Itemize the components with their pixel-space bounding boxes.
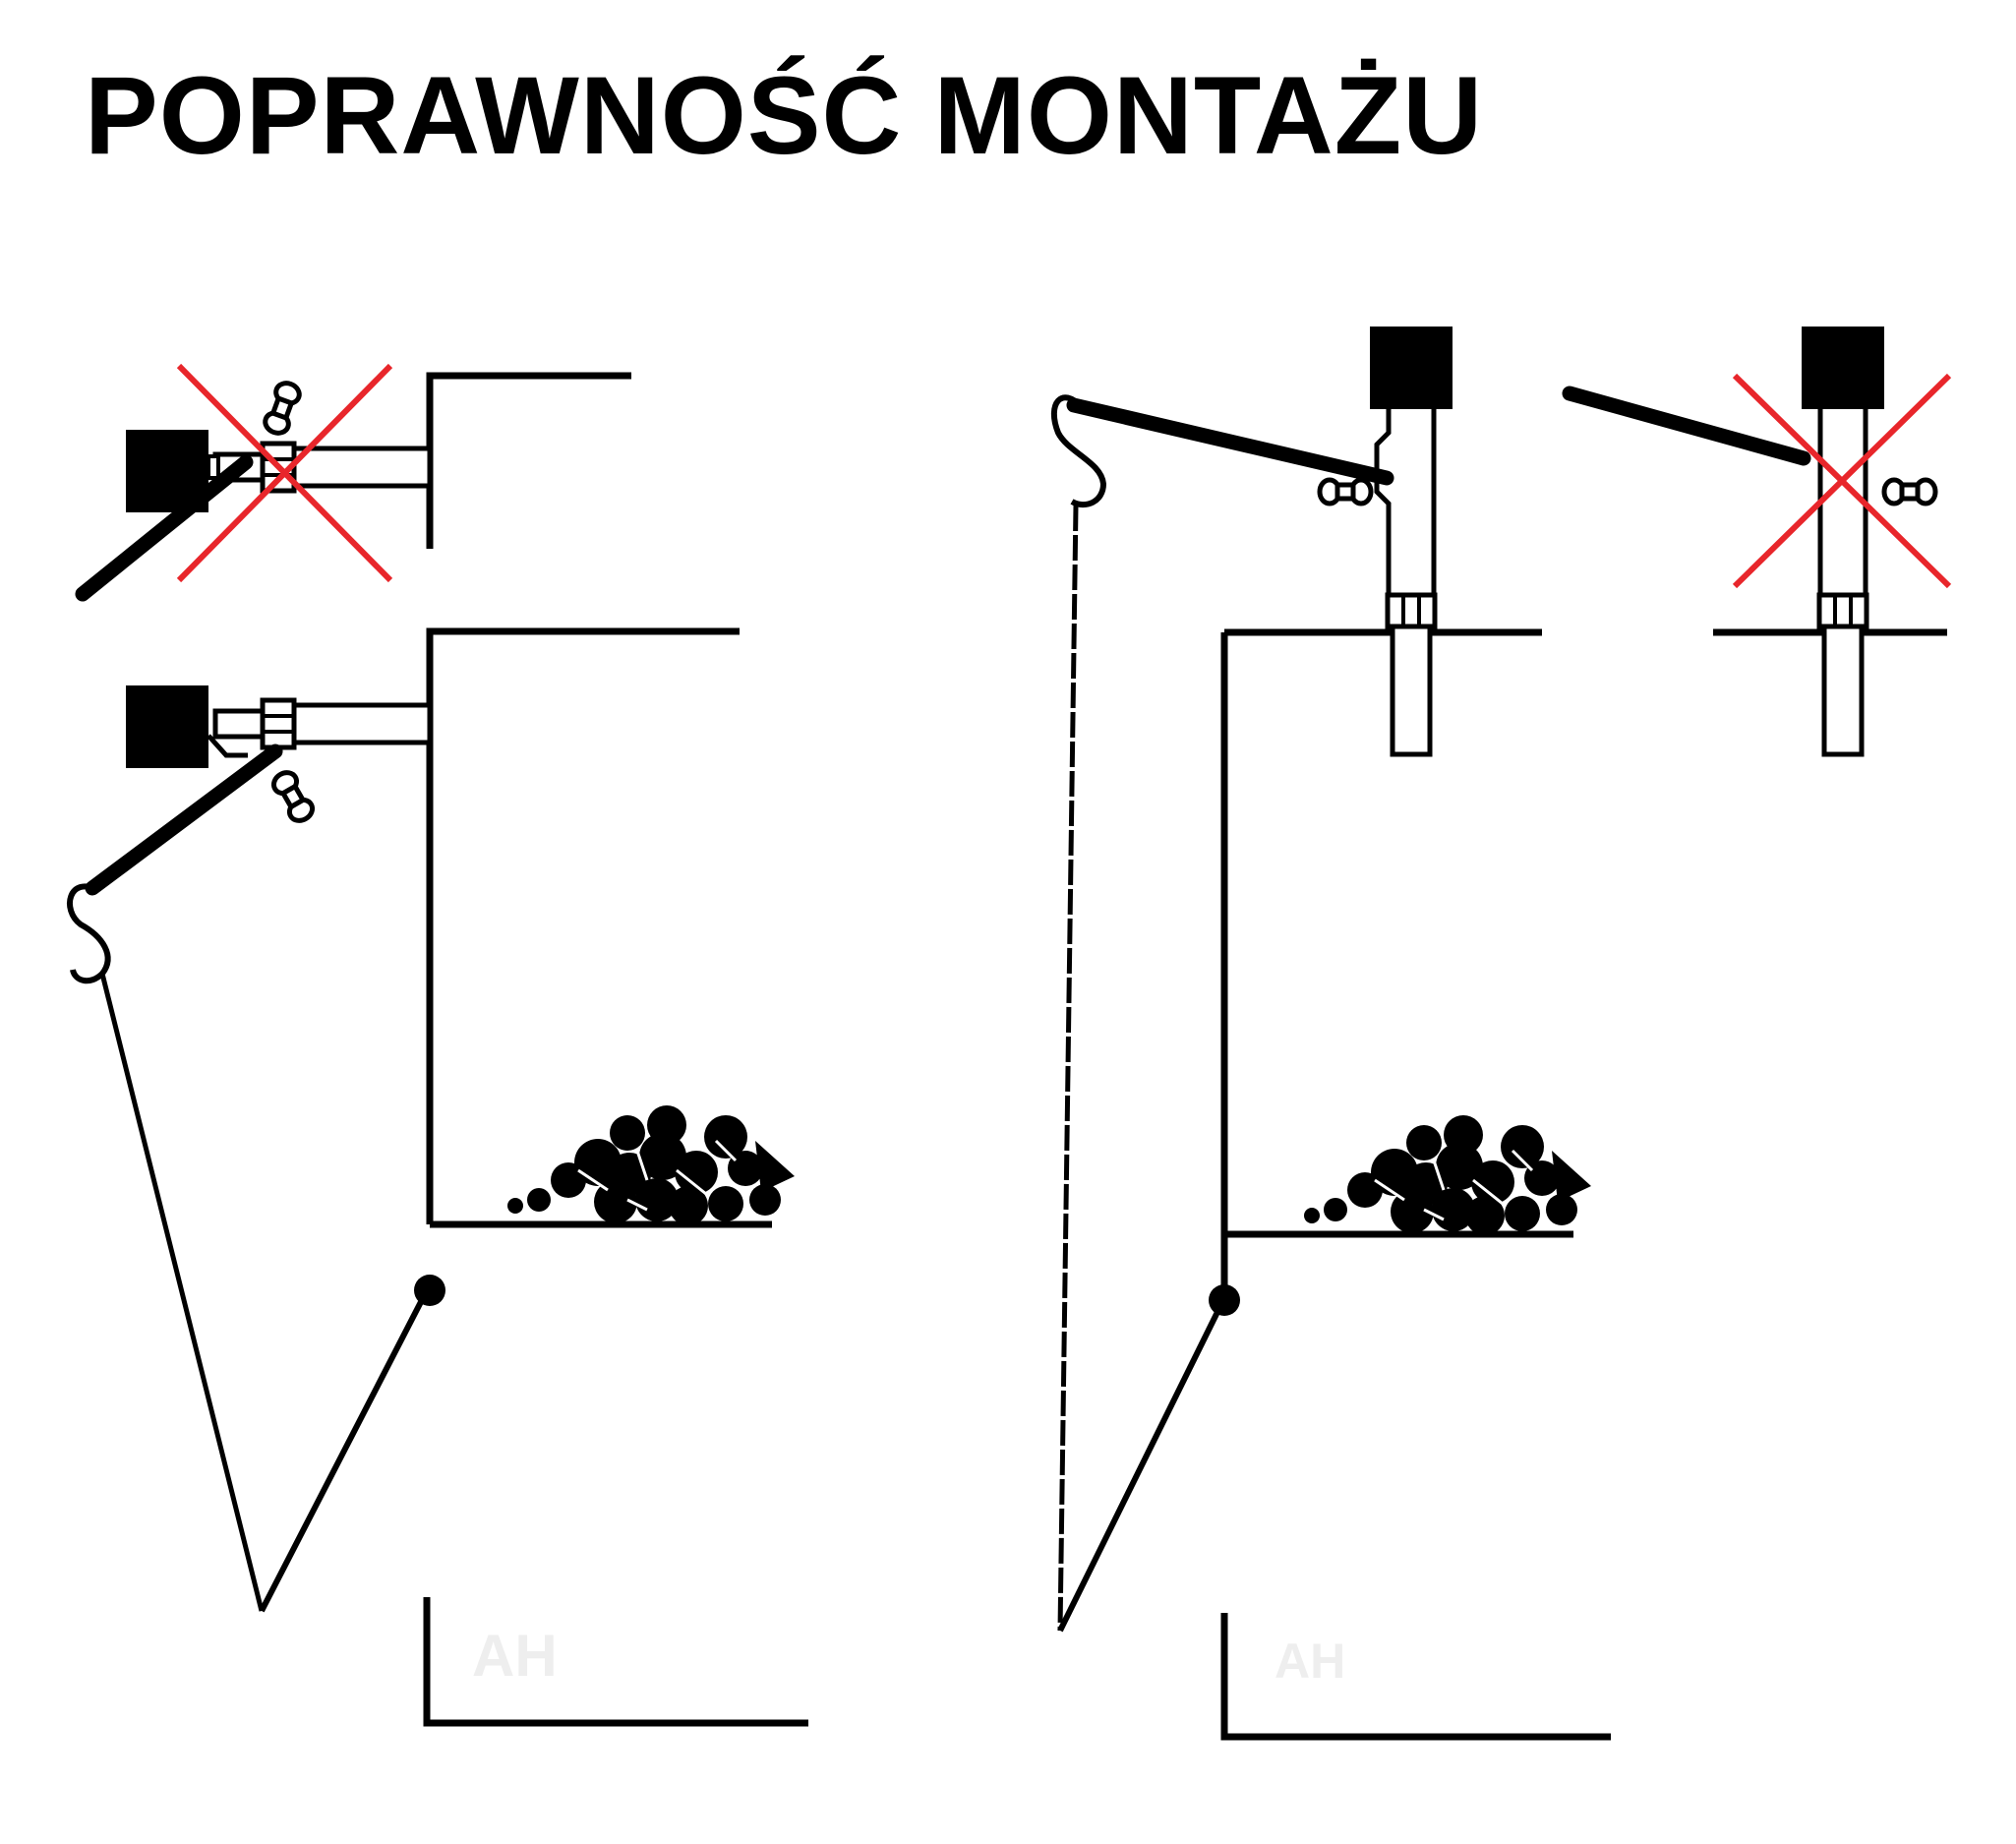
pivot-point-right: [1209, 1284, 1240, 1316]
stones-icon-right: [1302, 1113, 1593, 1237]
pivot-point: [414, 1275, 445, 1306]
right-correct-assembly: AH: [1050, 327, 1611, 1741]
page-title: POPRAWNOŚĆ MONTAŻU: [85, 54, 1484, 177]
right-panel: AH: [1050, 327, 1952, 1741]
watermark-right: AH: [1275, 1634, 1345, 1689]
left-wrong-assembly: [75, 363, 430, 602]
left-main-wall: [426, 627, 740, 1224]
left-upper-wall: [426, 372, 631, 549]
left-panel: AH: [67, 363, 808, 1727]
right-wrong-assembly: [1562, 327, 1952, 754]
right-floor-corner: [1220, 1613, 1611, 1741]
watermark: AH: [472, 1623, 558, 1689]
s-hook-icon: [67, 883, 111, 984]
stones-icon: [505, 1103, 797, 1227]
s-hook-icon-right: [1050, 394, 1107, 508]
left-correct-assembly: AH: [67, 685, 808, 1727]
left-floor-corner: [423, 1597, 808, 1727]
